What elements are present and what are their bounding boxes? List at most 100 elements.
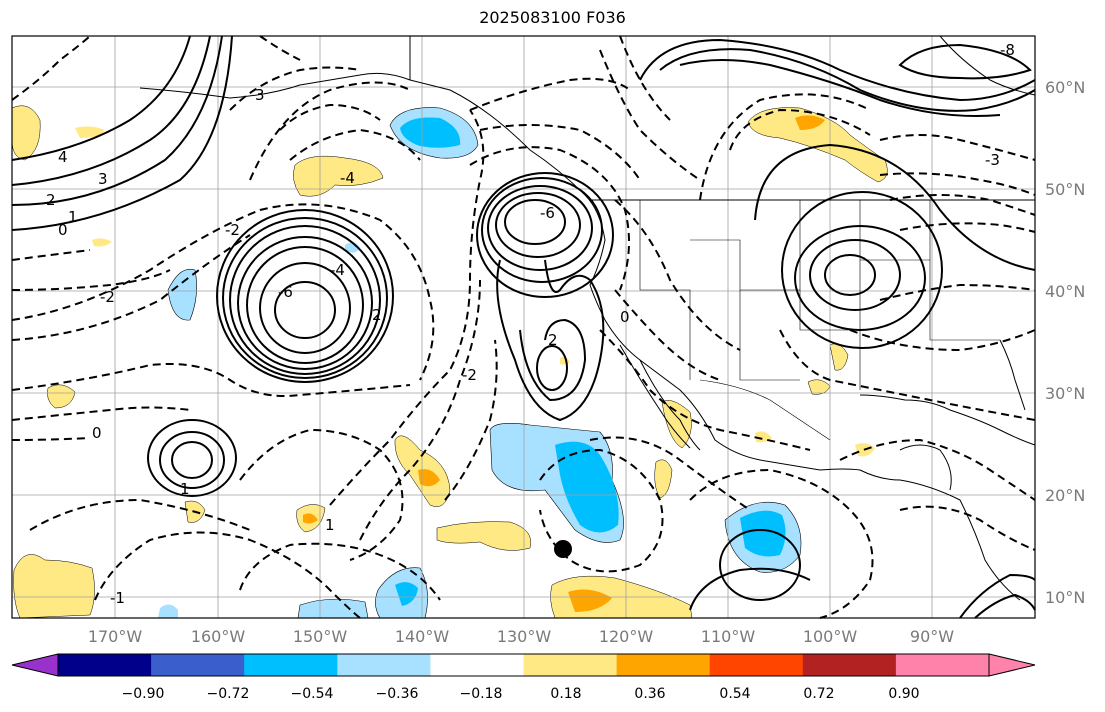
shade-yellow	[747, 107, 888, 183]
colorbar-tick-label: 0.90	[888, 686, 919, 702]
colorbar-segment	[895, 654, 990, 676]
aleutian-chain	[139, 72, 411, 99]
colorbar: −0.90 −0.72 −0.54 −0.36 −0.18 0.18 0.36 …	[11, 653, 1036, 702]
contour-label: -3	[985, 151, 1000, 169]
contour-neg	[479, 124, 641, 181]
shade-orange	[303, 513, 318, 524]
storm-center-marker	[554, 540, 572, 558]
contour-label: -2	[100, 288, 115, 306]
contour-label: 1	[180, 480, 190, 498]
colorbar-right-arrow	[988, 653, 1036, 677]
colorbar-segment	[337, 654, 431, 676]
contour-neg	[589, 436, 751, 511]
lon-label-140w: 140°W	[395, 627, 450, 646]
yucatan-coast	[899, 444, 952, 491]
contour-neg	[599, 329, 811, 451]
gulf-of-california	[639, 359, 701, 451]
contour-label: -8	[1000, 41, 1015, 59]
shade-yellow	[75, 126, 105, 138]
contour-low-ring	[229, 225, 381, 375]
lat-label-40n: 40°N	[1045, 282, 1085, 301]
colorbar-tick-label: −0.90	[122, 686, 165, 702]
contour-neg	[11, 406, 191, 421]
contour-low-ring	[216, 209, 394, 383]
contour-south-low	[159, 431, 225, 489]
colorbar-segment	[244, 654, 338, 676]
shade-yellow	[47, 384, 76, 409]
map-background	[12, 36, 1035, 618]
contour-neg	[11, 35, 91, 101]
contour-south-low	[171, 441, 213, 479]
shade-orange	[418, 469, 440, 487]
contour-labels: 4 3 2 1 0 -2 -4 -6 2 1 0 -2 -4 -6 -8 2 -…	[46, 41, 1015, 607]
contour-label: 3	[98, 170, 108, 188]
shade-yellow	[293, 155, 384, 197]
colorbar-left-arrow	[11, 653, 59, 677]
contour-neg	[329, 109, 485, 506]
dashed-contours	[11, 35, 1036, 619]
florida-coast	[999, 339, 1026, 411]
shade-blue-dark	[740, 510, 786, 557]
shade-blue-dark	[400, 117, 461, 148]
contour-east-low	[824, 254, 876, 296]
colorbar-segment	[802, 654, 897, 676]
alaska-coast	[409, 36, 1021, 601]
lat-label-30n: 30°N	[1045, 384, 1085, 403]
contour-pacnw-ring	[495, 192, 581, 258]
contour-neg	[469, 146, 630, 291]
contour-neg	[779, 329, 1036, 421]
contour-neg	[11, 234, 251, 341]
contour-se	[689, 567, 811, 611]
contour-trough	[496, 259, 605, 422]
contour-neg	[259, 35, 301, 61]
map-title: 2025083100 F036	[479, 8, 626, 27]
colorbar-segment	[430, 654, 524, 676]
shade-blue-dark	[395, 582, 418, 606]
shade-blue-dark	[555, 441, 619, 533]
colorbar-tick-label: 0.72	[803, 686, 834, 702]
contour-low-ring	[246, 246, 364, 364]
contour-trough	[519, 318, 587, 402]
contour-label: -2	[225, 221, 240, 239]
contour-se	[974, 593, 1036, 619]
contour-low-center	[274, 281, 336, 339]
contour-label: 4	[58, 148, 68, 166]
contour-neg	[839, 438, 1036, 501]
contour-west	[11, 35, 223, 206]
contour-low-ring	[259, 262, 351, 354]
contour-label: 1	[325, 516, 335, 534]
shaded-regions	[11, 105, 888, 619]
contour-neg	[11, 249, 91, 261]
contour-neg	[699, 93, 871, 201]
contour-neg	[889, 194, 1036, 216]
contour-neg	[614, 199, 741, 351]
lat-label-20n: 20°N	[1045, 486, 1085, 505]
contour-se-low	[719, 529, 801, 601]
colorbar-segment	[58, 654, 152, 676]
colorbar-segment	[709, 654, 804, 676]
solid-contours	[11, 35, 1036, 619]
colorbar-tick-label: −0.72	[207, 686, 250, 702]
contour-label: 0	[620, 308, 630, 326]
shade-blue	[158, 604, 178, 618]
shade-yellow	[13, 554, 95, 619]
contour-neg	[899, 505, 1036, 551]
contour-label: 2	[548, 331, 558, 349]
lat-label-10n: 10°N	[1045, 588, 1085, 607]
map-frame	[11, 35, 1036, 619]
contour-east-low	[809, 239, 901, 311]
contour-label: 3	[255, 86, 265, 104]
colorbar-segments	[58, 654, 990, 676]
contour-neg	[11, 363, 411, 397]
contour-label: -6	[278, 283, 293, 301]
contour-neg	[239, 542, 441, 601]
shade-yellow	[654, 459, 673, 499]
shade-blue	[167, 268, 197, 321]
contour-pacnw-ring	[487, 185, 593, 271]
contour-label: 0	[58, 221, 68, 239]
contour-pacnw-ring	[476, 172, 614, 298]
contour-label: -1	[110, 589, 125, 607]
border-line	[639, 200, 691, 380]
hudson-coast	[939, 35, 1036, 96]
contour-neg	[729, 108, 871, 151]
